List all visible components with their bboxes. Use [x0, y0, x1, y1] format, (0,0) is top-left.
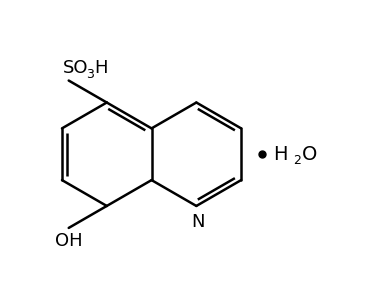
Text: 3: 3 [86, 68, 94, 81]
Text: O: O [302, 145, 318, 164]
Text: H: H [273, 145, 287, 164]
Text: SO: SO [63, 59, 89, 77]
Text: N: N [192, 213, 205, 231]
Text: 2: 2 [293, 154, 301, 167]
Text: H: H [95, 59, 108, 77]
Text: OH: OH [55, 232, 83, 250]
